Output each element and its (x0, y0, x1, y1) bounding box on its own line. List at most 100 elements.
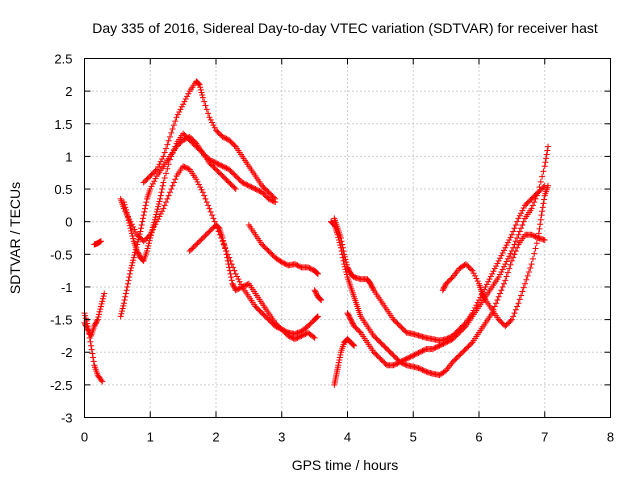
data-point (346, 313, 353, 320)
data-point (160, 205, 167, 212)
data-point (223, 176, 230, 183)
data-point (260, 311, 267, 318)
data-point (163, 145, 170, 152)
data-point (518, 292, 525, 299)
data-point (98, 377, 105, 384)
data-point (88, 346, 95, 353)
data-point (141, 236, 148, 243)
data-point (153, 211, 160, 218)
data-point (211, 159, 218, 166)
data-point (355, 327, 362, 334)
data-point (441, 368, 448, 375)
data-point (220, 240, 227, 247)
series-track-11 (331, 336, 358, 388)
data-point (510, 313, 517, 320)
data-point (122, 290, 129, 297)
data-point (451, 357, 458, 364)
data-point (165, 192, 172, 199)
data-point (172, 143, 179, 150)
data-point (220, 174, 227, 181)
data-point (232, 186, 239, 193)
data-point (170, 179, 177, 186)
data-point (454, 330, 461, 337)
data-point (370, 332, 377, 339)
data-point (160, 179, 167, 186)
data-point (289, 334, 296, 341)
data-point (408, 353, 415, 360)
data-point (124, 212, 131, 219)
data-point (193, 143, 200, 150)
data-point (91, 323, 98, 330)
data-point (419, 347, 426, 354)
data-point (130, 223, 137, 230)
data-point (234, 273, 241, 280)
data-point (498, 319, 505, 326)
data-point (170, 146, 177, 153)
data-point (541, 236, 548, 243)
data-point (207, 227, 214, 234)
data-point (519, 288, 526, 295)
data-point (378, 340, 385, 347)
data-point (145, 242, 152, 249)
data-point (306, 265, 313, 272)
data-point (248, 184, 255, 191)
data-point (201, 98, 208, 105)
data-point (353, 325, 360, 332)
data-point (190, 141, 197, 148)
data-point (502, 244, 509, 251)
data-point (180, 101, 187, 108)
x-tick-label: 2 (212, 430, 219, 445)
data-point (122, 293, 129, 300)
data-point (368, 283, 375, 290)
data-point (235, 285, 242, 292)
data-point (201, 192, 208, 199)
data-point (439, 341, 446, 348)
data-point (197, 237, 204, 244)
x-tick-label: 3 (278, 430, 285, 445)
data-point (542, 159, 549, 166)
data-point (351, 323, 358, 330)
data-point (286, 333, 293, 340)
data-point (336, 354, 343, 361)
data-point (216, 131, 223, 138)
data-point (265, 248, 272, 255)
data-point (531, 250, 538, 257)
data-point (138, 225, 145, 232)
data-point (230, 283, 237, 290)
data-point (454, 353, 461, 360)
data-point (118, 310, 125, 317)
data-point (393, 319, 400, 326)
data-point (377, 355, 384, 362)
data-point (512, 306, 519, 313)
data-point (528, 205, 535, 212)
data-point (383, 345, 390, 352)
data-point (128, 265, 135, 272)
data-point (401, 357, 408, 364)
data-point (447, 337, 454, 344)
data-point (486, 276, 493, 283)
data-point (264, 315, 271, 322)
data-point (520, 218, 527, 225)
data-point (140, 238, 147, 245)
data-point (90, 358, 97, 365)
data-point (524, 199, 531, 206)
data-point (527, 197, 534, 204)
y-tick-label: -1.5 (50, 313, 72, 328)
data-point (418, 348, 425, 355)
data-point (159, 208, 166, 215)
series-track-8 (186, 221, 318, 343)
data-point (147, 172, 154, 179)
data-point (99, 295, 106, 302)
data-point (532, 245, 539, 252)
data-point (272, 195, 279, 202)
data-point (265, 195, 272, 202)
data-point (311, 287, 318, 294)
data-point (148, 171, 155, 178)
data-point (349, 320, 356, 327)
data-point (223, 251, 230, 258)
data-point (153, 218, 160, 225)
data-point (277, 325, 284, 332)
data-point (269, 193, 276, 200)
data-point (269, 251, 276, 258)
data-point (92, 320, 99, 327)
